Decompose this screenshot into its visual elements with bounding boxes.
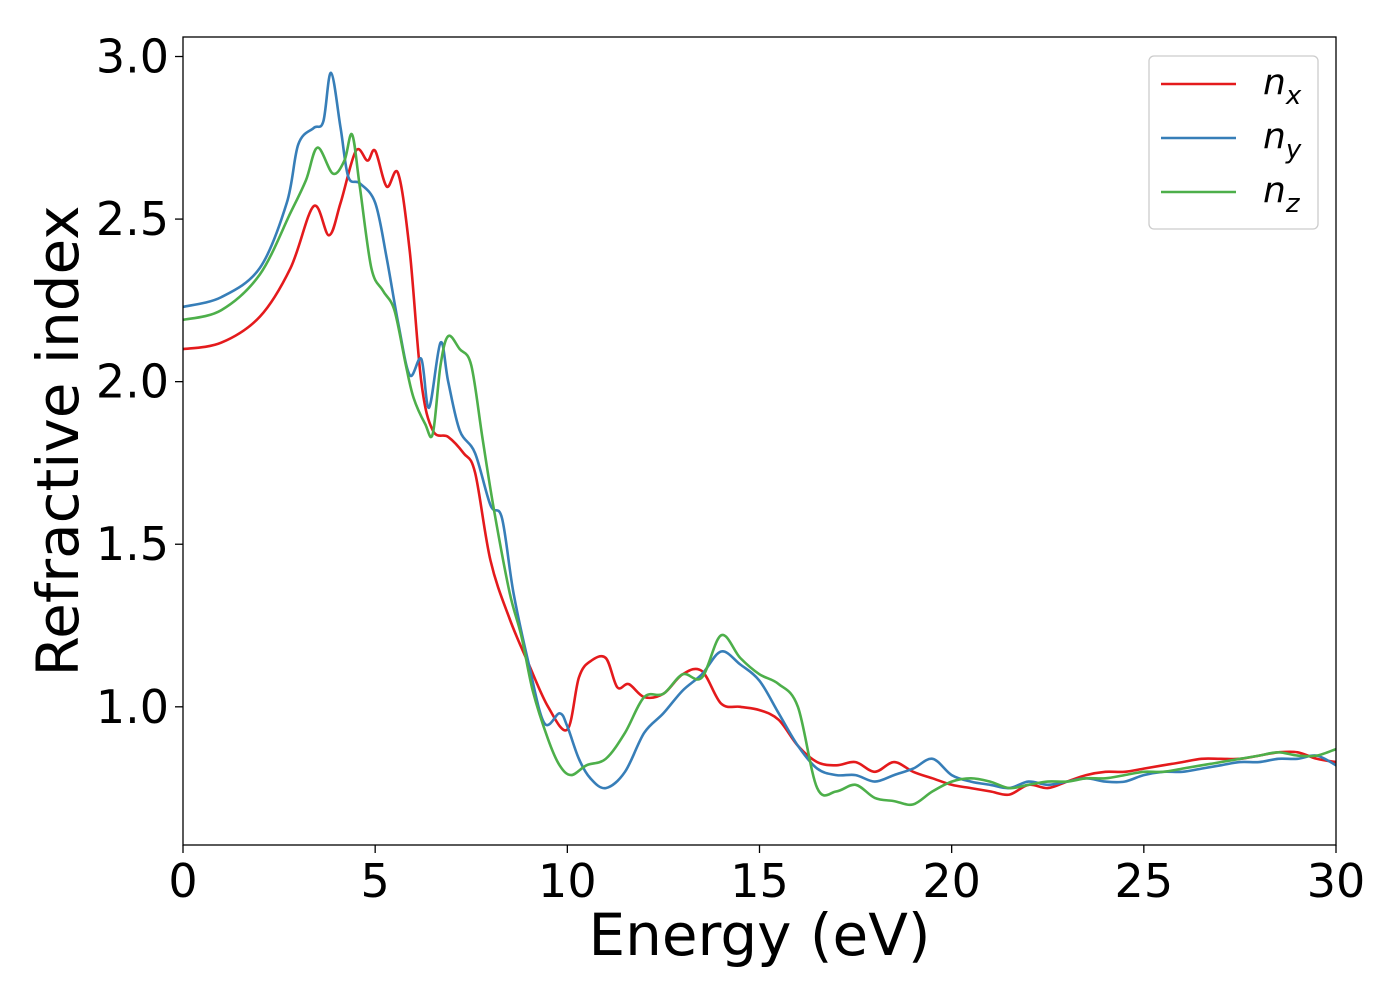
legend-box — [1148, 55, 1319, 230]
x-axis-ticks: 0 5 10 15 20 25 30 — [168, 845, 1365, 908]
x-tick-label: 10 — [538, 854, 597, 908]
series-layer — [182, 71, 1337, 807]
x-tick-label: 25 — [1115, 854, 1174, 908]
y-tick-label: 2.0 — [96, 355, 169, 409]
x-tick-label: 30 — [1307, 854, 1366, 908]
y-tick-label: 1.5 — [96, 517, 169, 571]
x-tick-label: 5 — [361, 854, 390, 908]
plot-frame — [182, 36, 1337, 846]
x-tick-label: 15 — [730, 854, 789, 908]
legend-label-z: nz — [1263, 170, 1301, 219]
y-tick-label: 1.0 — [96, 680, 169, 734]
series-line-y — [182, 71, 1337, 790]
legend-label-x: nx — [1263, 62, 1302, 111]
legend-label-y: ny — [1263, 116, 1302, 165]
y-tick-label: 3.0 — [96, 30, 169, 84]
x-axis-title: Energy (eV) — [588, 901, 930, 969]
y-axis-ticks: 1.0 1.5 2.0 2.5 3.0 — [96, 30, 183, 734]
legend: nx ny nz — [1148, 55, 1319, 230]
y-axis-title: Refractive index — [24, 205, 92, 676]
x-tick-label: 0 — [168, 854, 197, 908]
y-tick-label: 2.5 — [96, 192, 169, 246]
series-line-z — [182, 132, 1337, 807]
x-tick-label: 20 — [922, 854, 981, 908]
series-line-x — [182, 147, 1337, 797]
